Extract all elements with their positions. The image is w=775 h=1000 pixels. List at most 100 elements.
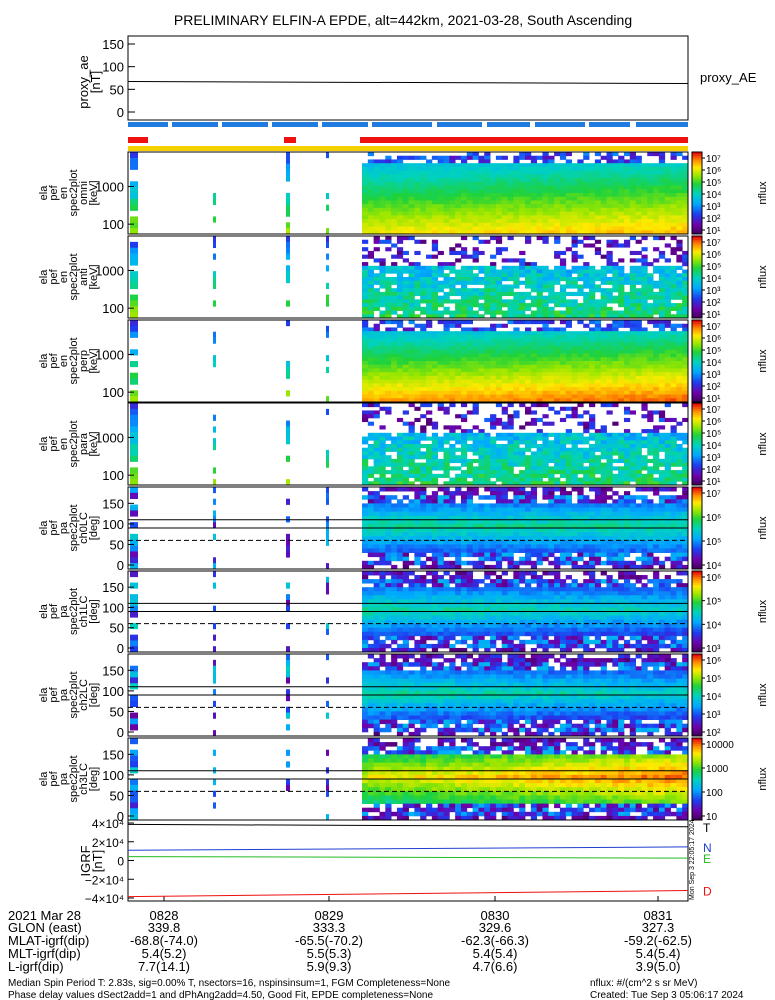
- spectrogram-cell: [472, 564, 479, 570]
- spectrogram-cell: [507, 303, 514, 308]
- spectrogram-cell: [431, 314, 439, 319]
- spectrogram-cell: [530, 552, 538, 558]
- spectrogram-cell: [571, 398, 578, 403]
- spectrogram-cell: [367, 196, 375, 201]
- spectrogram-cell: [362, 503, 369, 508]
- spectrogram-cell: [414, 284, 421, 289]
- spectrogram-cell: [362, 215, 369, 220]
- spectrogram-cell: [385, 398, 392, 403]
- spectrogram-cell: [373, 166, 380, 172]
- spectrogram-cell: [536, 236, 543, 241]
- spectrogram-cell: [542, 421, 549, 426]
- spectrogram-cell: [647, 390, 654, 395]
- colorbar-swatch: [692, 246, 702, 249]
- spectrogram-cell: [437, 528, 444, 533]
- spectrogram-cell: [548, 387, 555, 392]
- spectrogram-cell: [536, 189, 543, 194]
- colorbar-tick-label: 10⁵: [706, 262, 721, 273]
- spectrogram-cell: [664, 387, 671, 392]
- colorbar-tick-label: 10⁵: [706, 346, 721, 357]
- spectrogram-cell: [507, 436, 514, 441]
- spectrogram-cell: [431, 200, 439, 205]
- spectrogram-cell: [583, 193, 590, 198]
- spectrogram-cell: [589, 353, 596, 358]
- spectrogram-cell: [490, 394, 497, 399]
- spectrogram-cell: [455, 379, 462, 384]
- spectrogram-cell: [367, 536, 375, 541]
- spectrogram-cell: [565, 481, 572, 486]
- spectrogram-cell: [426, 466, 433, 471]
- spectrogram-cell: [484, 189, 491, 194]
- spectrogram-cell: [530, 170, 538, 175]
- spectrogram-cell: [571, 170, 578, 175]
- spectrogram-cell: [559, 466, 567, 471]
- spectrogram-cell: [658, 357, 666, 362]
- spectrogram-cell: [647, 178, 654, 183]
- spectrogram-cell: [449, 361, 456, 366]
- spectrogram-cell: [460, 178, 468, 183]
- spectrogram-cell: [385, 291, 392, 297]
- spectrogram-cell: [455, 364, 462, 369]
- spectrogram-cell: [501, 247, 508, 252]
- spectrogram-cell: [379, 519, 386, 525]
- spectrogram-cell: [362, 447, 369, 452]
- spectrogram-cell: [559, 230, 567, 235]
- spectrogram-cell: [618, 280, 625, 285]
- spectrogram-cell: [385, 357, 392, 362]
- spectrogram-cell: [402, 346, 409, 351]
- spectrogram-cell: [362, 414, 369, 419]
- spectrogram-cell: [460, 226, 468, 231]
- spectrogram-cell: [455, 193, 462, 198]
- spectrogram-cell: [466, 314, 474, 319]
- spectrogram-cell: [530, 487, 538, 492]
- spectrogram-cell: [653, 215, 660, 220]
- spectrogram-cell: [484, 170, 491, 175]
- spectrogram-cell: [478, 222, 485, 227]
- spectrogram-cell: [658, 299, 666, 304]
- spectrogram-cell: [373, 303, 380, 308]
- spectrogram-cell: [385, 219, 392, 224]
- spectrogram-cell: [460, 532, 468, 537]
- spectrogram-cell: [594, 429, 602, 434]
- spectrogram-cell: [408, 306, 415, 311]
- spectrogram-cell: [495, 239, 503, 244]
- spectrogram-cell: [513, 361, 520, 366]
- spectrogram-cell: [571, 236, 578, 241]
- spectrogram-cell: [658, 236, 666, 241]
- colorbar-swatch: [692, 450, 702, 453]
- spectrogram-cell: [647, 174, 654, 179]
- spectrogram-cell: [589, 291, 596, 297]
- spectrogram-cell: [635, 174, 642, 179]
- colorbar-swatch: [692, 387, 702, 391]
- spectrogram-cell: [367, 470, 375, 475]
- spectrogram-cell: [600, 398, 607, 403]
- spectrogram-cell: [600, 269, 607, 274]
- spectrogram-cell: [460, 548, 468, 553]
- spectrogram-cell: [525, 170, 532, 175]
- spectrogram-cell: [408, 269, 415, 274]
- spectrogram-cell: [495, 215, 503, 220]
- spectrogram-cell: [571, 215, 578, 220]
- spectrogram-cell: [408, 560, 415, 566]
- spectrogram-cell: [653, 174, 660, 179]
- spectrogram-cell: [449, 560, 456, 566]
- colorbar-swatch: [692, 174, 702, 177]
- spectrogram-cell: [536, 470, 543, 475]
- spectrogram-cell: [629, 455, 637, 460]
- spectrogram-cell: [629, 152, 637, 157]
- spectrogram-cell: [664, 403, 671, 408]
- spectrogram-cell: [460, 473, 468, 478]
- spectrogram-cell: [507, 288, 514, 293]
- spectrogram-cell: [548, 174, 555, 179]
- spectrogram-cell: [367, 299, 375, 304]
- spectrogram-cell: [530, 204, 538, 209]
- spectrogram-cell: [501, 390, 508, 395]
- status-bar-blue-segment: [322, 122, 368, 127]
- spectrogram-cell: [396, 247, 404, 252]
- spectrogram-cell: [484, 349, 491, 354]
- spectrogram-cell: [455, 230, 462, 235]
- spectrogram-cell: [443, 532, 450, 537]
- spectrogram-cell: [600, 375, 607, 381]
- spectrogram-cell: [635, 155, 642, 160]
